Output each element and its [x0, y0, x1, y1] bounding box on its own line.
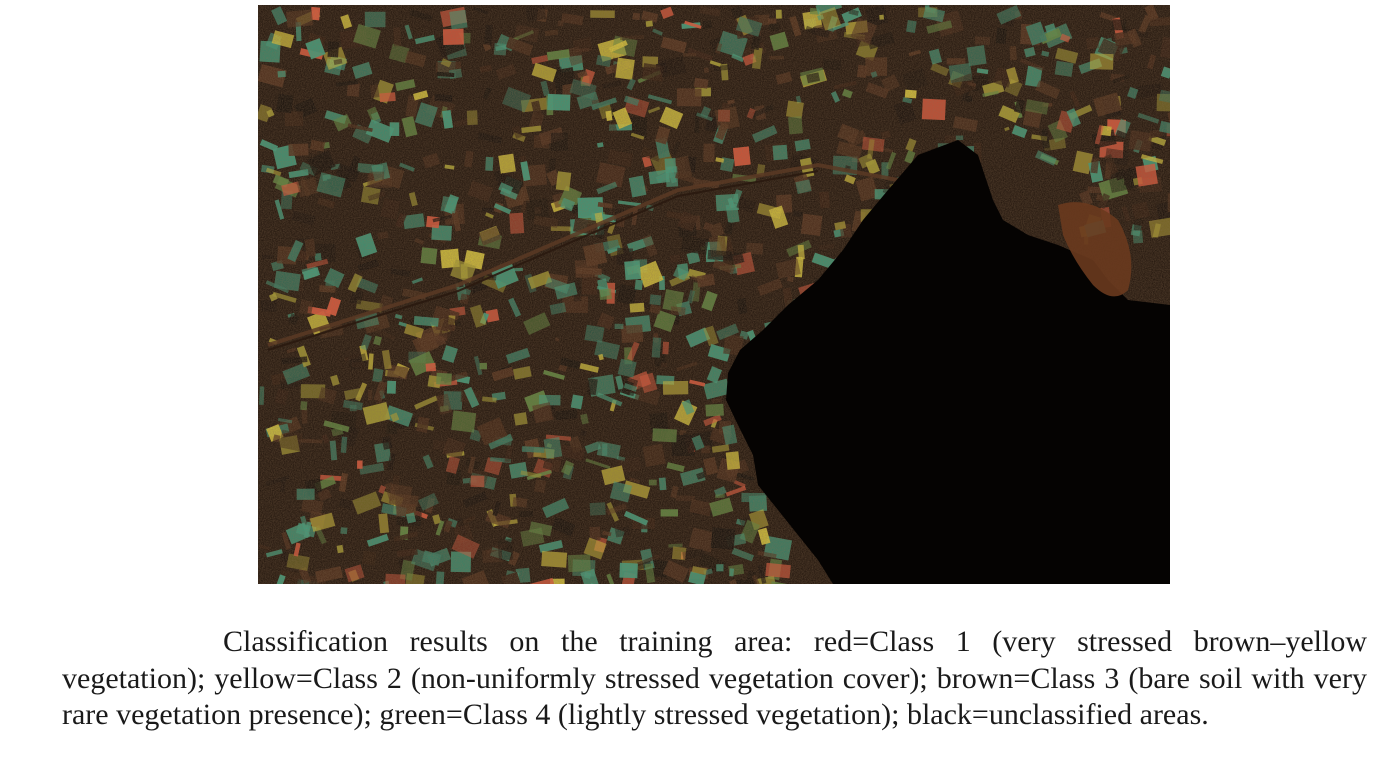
classification-map-image	[258, 5, 1170, 584]
water-body	[726, 140, 1170, 584]
road-line-2	[267, 170, 819, 351]
figure-caption: Classification results on the training a…	[62, 625, 1367, 731]
classification-map-svg	[258, 5, 1170, 584]
peninsula	[1058, 202, 1132, 297]
